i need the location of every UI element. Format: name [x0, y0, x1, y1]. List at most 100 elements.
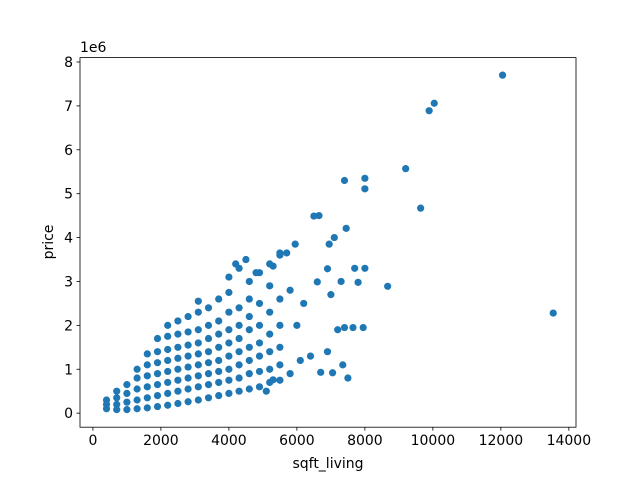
scatter-point: [102, 396, 111, 404]
scatter-point: [266, 330, 274, 338]
scatter-point: [286, 370, 294, 378]
y-axis-label: price: [41, 225, 57, 260]
scatter-point: [204, 304, 213, 312]
scatter-point: [174, 376, 182, 384]
scatter-point: [194, 361, 202, 369]
x-tick-label: 10000: [411, 433, 456, 449]
y-tick-label: 0: [64, 406, 73, 422]
scatter-point: [174, 365, 182, 373]
scatter-point: [164, 378, 172, 387]
scatter-point: [337, 277, 345, 286]
scatter-point: [184, 328, 192, 336]
scatter-point: [184, 352, 192, 360]
scatter-point: [269, 262, 277, 270]
scatter-point: [325, 240, 333, 248]
scatter-point: [133, 396, 141, 404]
scatter-point: [339, 361, 347, 369]
scatter-point: [153, 391, 162, 400]
scatter-point: [276, 343, 284, 351]
scatter-point: [153, 359, 162, 367]
x-tick-label: 6000: [279, 433, 315, 449]
scatter-point: [184, 363, 192, 371]
scatter-point: [354, 278, 362, 286]
scatter-point: [143, 350, 151, 358]
scatter-point: [204, 381, 213, 389]
scatter-point: [113, 406, 121, 414]
scatter-point: [430, 99, 438, 107]
scatter-point: [549, 309, 557, 317]
scatter-point: [174, 399, 182, 408]
scatter-point: [266, 308, 274, 316]
scatter-point: [255, 339, 264, 347]
scatter-point: [351, 264, 359, 272]
y-tick-label: 5: [64, 187, 73, 203]
scatter-point: [359, 323, 367, 332]
scatter-point: [113, 400, 121, 408]
scatter-point: [194, 326, 202, 334]
scatter-point: [349, 323, 357, 332]
scatter-point: [215, 295, 223, 303]
scatter-point: [330, 233, 338, 242]
scatter-point: [123, 389, 131, 398]
scatter-point: [417, 204, 425, 212]
scatter-point: [164, 389, 172, 398]
x-tick-label: 14000: [547, 433, 592, 449]
scatter-point: [143, 394, 151, 402]
scatter-point: [245, 277, 253, 286]
scatter-point: [204, 334, 213, 343]
scatter-point: [215, 356, 223, 365]
y-tick-label: 3: [64, 274, 73, 290]
x-tick-label: 4000: [211, 433, 247, 449]
scatter-point: [143, 383, 151, 391]
scatter-point: [133, 365, 141, 373]
y-tick-label: 2: [64, 318, 73, 334]
scatter-point: [245, 343, 253, 351]
scatter-point: [361, 185, 369, 193]
scatter-point: [323, 265, 332, 273]
scatter-point: [286, 286, 294, 294]
scatter-point: [276, 376, 284, 384]
scatter-point: [361, 264, 369, 272]
scatter-point: [174, 343, 182, 351]
scatter-point: [255, 299, 264, 308]
scatter-point: [164, 345, 172, 354]
scatter-point: [402, 165, 410, 173]
scatter-point: [245, 385, 253, 393]
x-tick-label: 12000: [479, 433, 524, 449]
scatter-point: [184, 398, 192, 406]
scatter-point: [194, 339, 202, 347]
scatter-point: [184, 374, 192, 382]
scatter-point: [194, 350, 202, 358]
scatter-point: [252, 269, 260, 277]
scatter-point: [235, 387, 243, 395]
scatter-point: [143, 372, 151, 380]
scatter-point: [242, 255, 250, 264]
scatter-point: [225, 352, 233, 360]
scatter-point: [153, 348, 162, 356]
scatter-point: [194, 383, 202, 391]
scatter-point: [184, 341, 192, 349]
scatter-point: [143, 404, 151, 412]
scatter-point: [123, 381, 131, 389]
y-tick-label: 8: [64, 55, 73, 71]
scatter-point: [164, 321, 172, 329]
scatter-point: [194, 396, 202, 404]
scatter-point: [384, 282, 392, 290]
scatter-point: [262, 387, 270, 395]
scatter-point: [235, 334, 243, 343]
scatter-point: [123, 406, 131, 414]
scatter-point: [313, 278, 321, 286]
scatter-point: [215, 378, 223, 387]
scatter-point: [204, 321, 213, 329]
scatter-point: [133, 385, 141, 393]
scatter-point: [215, 367, 223, 376]
scatter-point: [133, 405, 141, 413]
scatter-point: [323, 348, 332, 356]
scatter-point: [291, 240, 299, 248]
scatter-point: [215, 391, 223, 400]
scatter-point: [225, 389, 233, 398]
scatter-point: [133, 374, 141, 382]
scatter-point: [174, 354, 182, 362]
scatter-point: [225, 308, 233, 316]
